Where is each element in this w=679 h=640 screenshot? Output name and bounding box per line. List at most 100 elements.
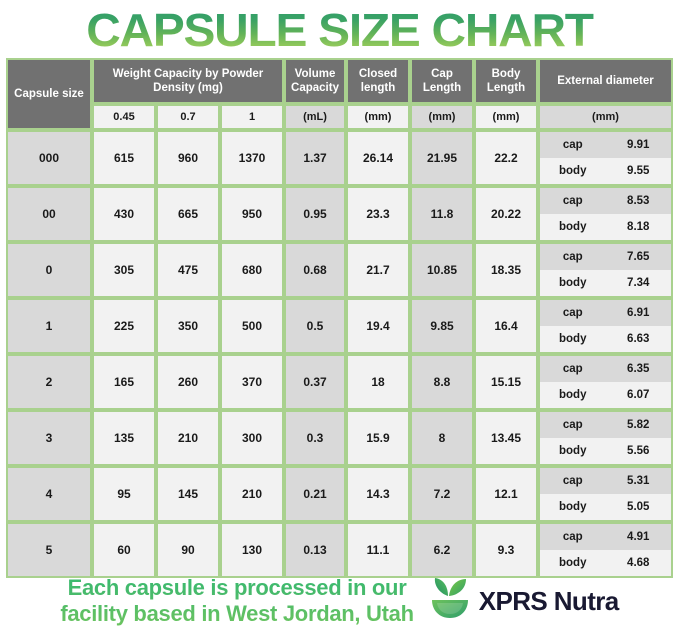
header-row-units: 0.45 0.7 1 (mL) (mm) (mm) (mm) (mm) bbox=[6, 104, 673, 130]
cell-weight-045: 60 bbox=[92, 522, 156, 578]
ext-body-label: body bbox=[540, 438, 606, 464]
cell-cap-length: 11.8 bbox=[410, 186, 474, 242]
external-diameter-subtable: cap 6.91 body 6.63 bbox=[540, 300, 671, 352]
external-diameter-cap-row: cap 8.53 bbox=[540, 188, 671, 214]
cell-closed-length: 23.3 bbox=[346, 186, 410, 242]
ext-cap-label: cap bbox=[540, 300, 606, 326]
cell-weight-1: 680 bbox=[220, 242, 284, 298]
external-diameter-body-row: body 5.56 bbox=[540, 438, 671, 464]
cell-external-diameter: cap 7.65 body 7.34 bbox=[538, 242, 673, 298]
ext-body-value: 5.56 bbox=[605, 438, 671, 464]
cell-external-diameter: cap 6.91 body 6.63 bbox=[538, 298, 673, 354]
cell-closed-length: 21.7 bbox=[346, 242, 410, 298]
ext-body-value: 9.55 bbox=[605, 158, 671, 184]
cell-body-length: 13.45 bbox=[474, 410, 538, 466]
external-diameter-cap-row: cap 5.31 bbox=[540, 468, 671, 494]
cell-body-length: 18.35 bbox=[474, 242, 538, 298]
ext-cap-value: 6.91 bbox=[605, 300, 671, 326]
cell-external-diameter: cap 5.31 body 5.05 bbox=[538, 466, 673, 522]
unit-external-diameter: (mm) bbox=[538, 104, 673, 130]
cell-external-diameter: cap 8.53 body 8.18 bbox=[538, 186, 673, 242]
cell-closed-length: 11.1 bbox=[346, 522, 410, 578]
page-title: CAPSULE SIZE CHART bbox=[82, 7, 597, 53]
cell-body-length: 15.15 bbox=[474, 354, 538, 410]
footer-bar: Each capsule is processed in our facilit… bbox=[0, 566, 679, 640]
ext-cap-label: cap bbox=[540, 412, 606, 438]
ext-cap-value: 7.65 bbox=[605, 244, 671, 270]
ext-cap-value: 4.91 bbox=[605, 524, 671, 550]
cell-body-length: 16.4 bbox=[474, 298, 538, 354]
header-cap-length: Cap Length bbox=[410, 58, 474, 104]
header-volume-capacity: Volume Capacity bbox=[284, 58, 346, 104]
unit-density-1: 1 bbox=[220, 104, 284, 130]
cell-body-length: 20.22 bbox=[474, 186, 538, 242]
cell-cap-length: 10.85 bbox=[410, 242, 474, 298]
cell-weight-045: 165 bbox=[92, 354, 156, 410]
cell-weight-1: 300 bbox=[220, 410, 284, 466]
header-row-titles: Capsule size Weight Capacity by Powder D… bbox=[6, 58, 673, 130]
cell-capsule-size: 2 bbox=[6, 354, 92, 410]
cell-volume-capacity: 0.68 bbox=[284, 242, 346, 298]
table-row: 2 165 260 370 0.37 18 8.8 15.15 cap 6.35 body 6.07 bbox=[6, 354, 673, 410]
capsule-size-table: Capsule size Weight Capacity by Powder D… bbox=[6, 58, 673, 578]
external-diameter-body-row: body 6.63 bbox=[540, 326, 671, 352]
cell-body-length: 9.3 bbox=[474, 522, 538, 578]
ext-body-label: body bbox=[540, 326, 606, 352]
cell-weight-07: 350 bbox=[156, 298, 220, 354]
cell-weight-045: 305 bbox=[92, 242, 156, 298]
cell-cap-length: 6.2 bbox=[410, 522, 474, 578]
cell-capsule-size: 0 bbox=[6, 242, 92, 298]
external-diameter-body-row: body 8.18 bbox=[540, 214, 671, 240]
external-diameter-body-row: body 9.55 bbox=[540, 158, 671, 184]
header-weight-capacity: Weight Capacity by Powder Density (mg) bbox=[92, 58, 284, 104]
brand-lockup: XPRS Nutra bbox=[428, 576, 619, 627]
external-diameter-subtable: cap 7.65 body 7.34 bbox=[540, 244, 671, 296]
cell-weight-1: 1370 bbox=[220, 130, 284, 186]
ext-cap-label: cap bbox=[540, 524, 606, 550]
external-diameter-subtable: cap 5.31 body 5.05 bbox=[540, 468, 671, 520]
cell-capsule-size: 4 bbox=[6, 466, 92, 522]
cell-weight-1: 210 bbox=[220, 466, 284, 522]
ext-body-value: 5.05 bbox=[605, 494, 671, 520]
cell-weight-1: 370 bbox=[220, 354, 284, 410]
ext-body-label: body bbox=[540, 382, 606, 408]
external-diameter-body-row: body 5.05 bbox=[540, 494, 671, 520]
cell-closed-length: 15.9 bbox=[346, 410, 410, 466]
cell-capsule-size: 000 bbox=[6, 130, 92, 186]
ext-cap-label: cap bbox=[540, 188, 606, 214]
cell-weight-1: 130 bbox=[220, 522, 284, 578]
cell-external-diameter: cap 5.82 body 5.56 bbox=[538, 410, 673, 466]
ext-body-label: body bbox=[540, 494, 606, 520]
ext-cap-label: cap bbox=[540, 132, 606, 158]
table-row: 3 135 210 300 0.3 15.9 8 13.45 cap 5.82 body 5.56 bbox=[6, 410, 673, 466]
ext-body-value: 6.07 bbox=[605, 382, 671, 408]
ext-body-value: 7.34 bbox=[605, 270, 671, 296]
external-diameter-body-row: body 6.07 bbox=[540, 382, 671, 408]
ext-body-label: body bbox=[540, 214, 606, 240]
external-diameter-cap-row: cap 9.91 bbox=[540, 132, 671, 158]
cell-capsule-size: 00 bbox=[6, 186, 92, 242]
cell-weight-07: 210 bbox=[156, 410, 220, 466]
external-diameter-subtable: cap 9.91 body 9.55 bbox=[540, 132, 671, 184]
external-diameter-subtable: cap 6.35 body 6.07 bbox=[540, 356, 671, 408]
cell-volume-capacity: 0.13 bbox=[284, 522, 346, 578]
external-diameter-subtable: cap 4.91 body 4.68 bbox=[540, 524, 671, 576]
external-diameter-subtable: cap 5.82 body 5.56 bbox=[540, 412, 671, 464]
external-diameter-cap-row: cap 6.91 bbox=[540, 300, 671, 326]
cell-capsule-size: 3 bbox=[6, 410, 92, 466]
ext-cap-value: 8.53 bbox=[605, 188, 671, 214]
external-diameter-subtable: cap 8.53 body 8.18 bbox=[540, 188, 671, 240]
ext-cap-value: 6.35 bbox=[605, 356, 671, 382]
cell-closed-length: 14.3 bbox=[346, 466, 410, 522]
cell-closed-length: 19.4 bbox=[346, 298, 410, 354]
ext-body-label: body bbox=[540, 158, 606, 184]
ext-cap-value: 5.82 bbox=[605, 412, 671, 438]
ext-cap-label: cap bbox=[540, 244, 606, 270]
cell-external-diameter: cap 6.35 body 6.07 bbox=[538, 354, 673, 410]
cell-external-diameter: cap 4.91 body 4.68 bbox=[538, 522, 673, 578]
unit-density-045: 0.45 bbox=[92, 104, 156, 130]
unit-cap-length: (mm) bbox=[410, 104, 474, 130]
table-row: 000 615 960 1370 1.37 26.14 21.95 22.2 cap 9.91 bo… bbox=[6, 130, 673, 186]
cell-volume-capacity: 0.37 bbox=[284, 354, 346, 410]
table-row: 0 305 475 680 0.68 21.7 10.85 18.35 cap 7.65 body 7… bbox=[6, 242, 673, 298]
